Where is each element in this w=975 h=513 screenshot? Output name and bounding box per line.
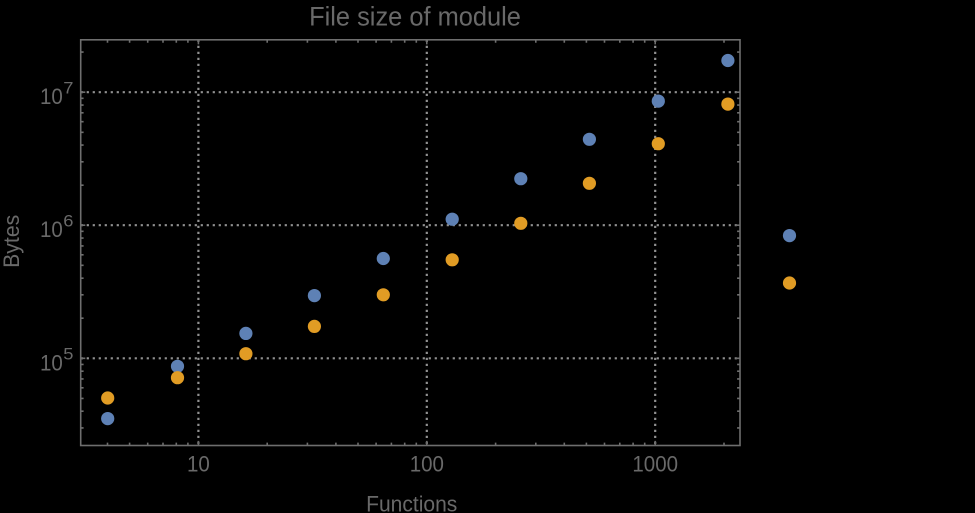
svg-text:Functions: Functions	[366, 491, 457, 513]
svg-text:1000: 1000	[632, 452, 678, 477]
svg-text:File size of module: File size of module	[309, 1, 521, 32]
svg-text:5: 5	[63, 344, 73, 363]
svg-text:10: 10	[40, 217, 63, 242]
svg-text:7: 7	[63, 78, 73, 97]
svg-text:Bytes: Bytes	[0, 215, 24, 268]
svg-text:10: 10	[40, 351, 63, 376]
svg-text:6: 6	[63, 211, 73, 230]
svg-text:100: 100	[410, 452, 444, 477]
svg-text:10: 10	[187, 452, 210, 477]
svg-text:10: 10	[40, 84, 63, 109]
